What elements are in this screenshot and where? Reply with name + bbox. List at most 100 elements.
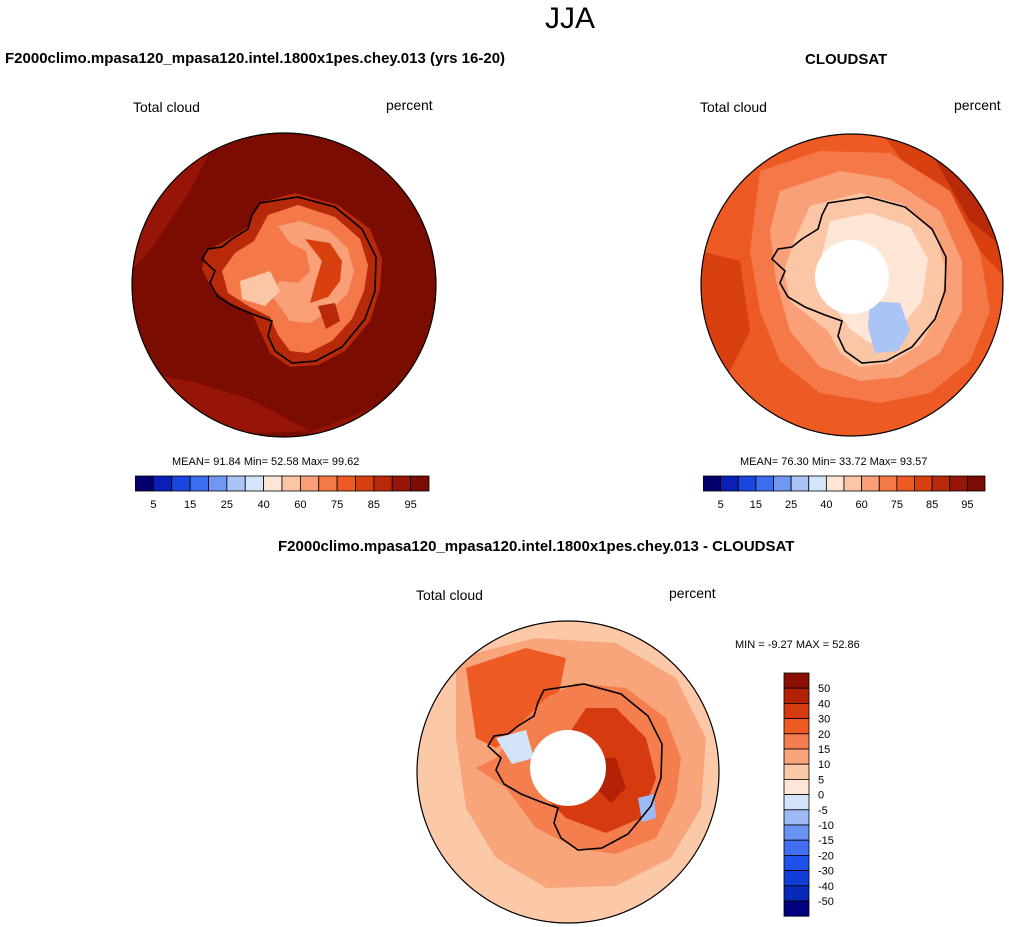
colorbar-swatch [703,475,722,492]
colorbar-swatch [318,475,338,492]
colorbar-swatch [783,794,810,811]
cloudsat-polar-map [700,133,1004,437]
map-fill-region [466,648,566,748]
diff-stats: MIN = -9.27 MAX = 52.86 [735,639,860,651]
difference-polar-map [416,620,720,924]
colorbar-tick-label: 5 [150,499,156,511]
colorbar-tick-label: 85 [368,499,380,511]
antarctica-coastline [486,683,663,851]
map-fill-land [868,301,910,353]
colorbar-swatch [244,475,265,492]
colorbar-tick-label: -15 [818,835,834,847]
colorbar-swatch [355,475,375,492]
colorbar-swatch [720,475,739,492]
colorbar-tick-label: 75 [331,499,343,511]
colorbar-tick-label: 5 [818,774,824,786]
colorbar-swatch [783,809,810,826]
colorbar-swatch [208,475,228,492]
colorbar-swatch [783,687,810,704]
colorbar-swatch [783,900,810,917]
colorbar-tick-label: 50 [818,683,830,695]
colorbar-tick-label: 75 [891,499,903,511]
colorbar-tick-label: 15 [818,744,830,756]
colorbar-tick-label: -5 [818,805,828,817]
colorbar-swatch [783,763,810,780]
colorbar-tick-label: 10 [818,759,830,771]
colorbar-tick-label: 20 [818,729,830,741]
colorbar-swatch [737,475,757,492]
diff-units-label: percent [669,585,716,601]
colorbar-swatch [226,475,246,492]
map-fill-land [305,239,342,303]
colorbar-swatch [299,475,320,492]
colorbar-tick-label: 40 [258,499,270,511]
colorbar-tick-label: -20 [818,850,834,862]
colorbar-tick-label: 15 [184,499,196,511]
map-fill-land [496,730,534,764]
antarctica-coastline [200,196,377,364]
colorbar-swatch [773,475,792,492]
colorbar-swatch [783,702,810,719]
colorbar-swatch [931,475,951,492]
diff-variable-label: Total cloud [416,587,483,603]
colorbar-swatch [783,854,810,871]
colorbar-tick-label: 40 [818,698,830,710]
map-fill-land [638,794,656,822]
colorbar-tick-label: 5 [718,499,724,511]
polar-data-gap [815,240,889,314]
colorbar-tick-label: 0 [818,790,824,802]
colorbar-swatch [391,475,412,492]
colorbar-swatch [336,475,356,492]
panel1-variable-label: Total cloud [133,99,200,115]
season-title: JJA [544,2,595,35]
colorbar-swatch [171,475,191,492]
polar-data-gap [530,730,606,806]
colorbar-swatch [189,475,209,492]
colorbar-tick-label: -30 [818,866,834,878]
colorbar-swatch [843,475,863,492]
colorbar-swatch [825,475,845,492]
colorbar-swatch [808,475,827,492]
panel2-title: CLOUDSAT [805,51,888,68]
colorbar-tick-label: -50 [818,896,834,908]
panel2-stats: MEAN= 76.30 Min= 33.72 Max= 93.57 [740,456,928,468]
cloudsat-colorbar: 5 15 25 40 60 75 85 95 [703,475,986,511]
colorbar-tick-label: -10 [818,820,834,832]
map-boundary [700,133,1004,437]
colorbar-swatch [783,748,810,765]
map-fill-land [270,221,354,323]
colorbar-swatch [783,870,810,887]
colorbar-tick-label: 60 [294,499,306,511]
map-boundary [416,620,720,924]
colorbar-swatch [783,733,810,750]
colorbar-swatch [373,475,393,492]
colorbar-swatch [152,475,173,492]
colorbar-tick-label: 25 [221,499,233,511]
model-colorbar: 5 15 25 40 60 75 85 95 [135,475,430,511]
colorbar-swatch [966,475,986,492]
colorbar-swatch [135,475,154,492]
colorbar-swatch [878,475,898,492]
colorbar-swatch [783,672,810,689]
colorbar-swatch [783,779,810,796]
colorbar-swatch [783,824,810,841]
map-boundary [131,132,437,438]
colorbar-swatch [263,475,283,492]
model-polar-map [131,132,437,438]
panel2-variable-label: Total cloud [700,99,767,115]
colorbar-swatch [949,475,968,492]
colorbar-swatch [783,839,810,856]
colorbar-swatch [281,475,301,492]
colorbar-swatch [783,885,810,902]
panel2-units-label: percent [954,97,1001,113]
colorbar-tick-label: 95 [405,499,417,511]
colorbar-tick-label: -40 [818,881,834,893]
colorbar-swatch [783,718,810,735]
panel1-units-label: percent [386,97,433,113]
map-fill-land [240,271,280,306]
map-fill-region [930,151,1003,251]
colorbar-swatch [861,475,880,492]
colorbar-swatch [410,475,430,492]
